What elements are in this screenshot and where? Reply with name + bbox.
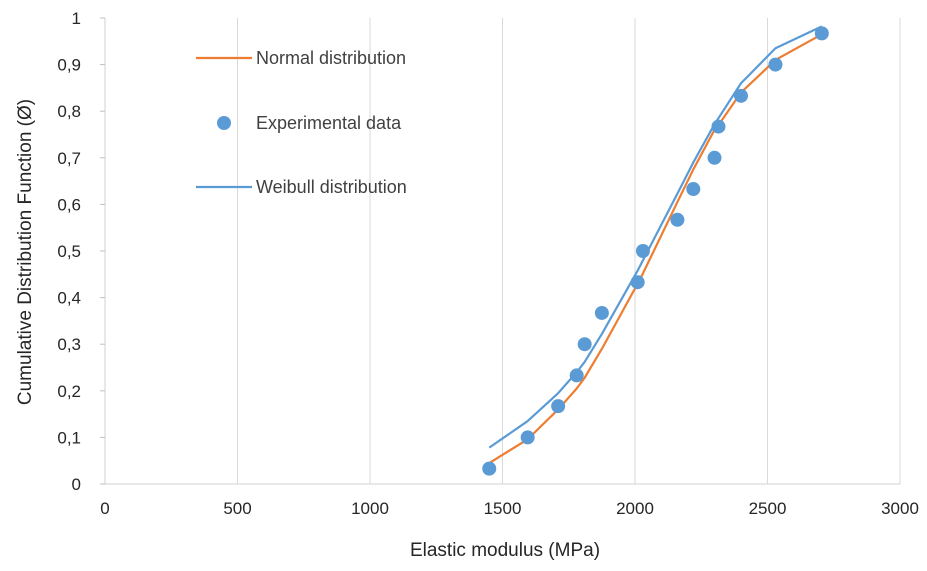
data-point [711,119,726,134]
x-tick-label: 1500 [484,499,522,518]
data-point [551,399,566,414]
data-point [670,212,685,227]
legend-label-weibull-distribution: Weibull distribution [256,177,407,197]
x-tick-label: 3000 [881,499,919,518]
data-point [520,430,535,445]
x-tick-label: 2500 [749,499,787,518]
y-tick-label: 0,4 [57,289,81,308]
data-point [768,57,783,72]
data-point [734,88,748,103]
y-tick-label: 0,3 [57,335,81,354]
data-point [569,368,584,383]
y-tick-label: 0,7 [57,149,81,168]
y-axis-title: Cumulative Distribution Function (Ø) [15,99,36,405]
series-layer [482,25,829,476]
y-tick-label: 0 [72,475,81,494]
data-point [577,337,592,352]
axis-layer: 0 0,1 0,2 0,3 0,4 0,5 0,6 0,7 0,8 0,9 1 0 500 1000 150… [57,9,919,518]
x-tick-label: 1000 [351,499,389,518]
y-tick-label: 1 [72,9,81,28]
data-point [707,150,722,165]
x-tick-label: 0 [100,499,109,518]
x-tick-label: 2000 [616,499,654,518]
y-tick-label: 0,5 [57,242,81,261]
y-tick-label: 0,6 [57,195,81,214]
series-line-normal-distribution [488,33,823,464]
x-axis-title: Elastic modulus (MPa) [410,540,600,561]
y-tick-label: 0,1 [57,428,81,447]
series-line-weibull-distribution [488,25,823,449]
legend-label-normal-distribution: Normal distribution [256,48,406,68]
data-point [594,305,609,320]
data-point [482,461,497,476]
y-tick-label: 0,8 [57,102,81,121]
y-tick-label: 0,2 [57,382,81,401]
y-tick-label: 0,9 [57,56,81,75]
x-tick-label: 500 [223,499,251,518]
data-point [814,26,829,41]
legend: Normal distribution Experimental data Weib… [196,48,407,197]
data-point [635,244,650,258]
grid-layer [104,18,901,484]
legend-swatch-experimental-data [217,116,231,130]
legend-label-experimental-data: Experimental data [256,113,402,133]
data-point [630,275,645,290]
data-point [686,182,701,197]
